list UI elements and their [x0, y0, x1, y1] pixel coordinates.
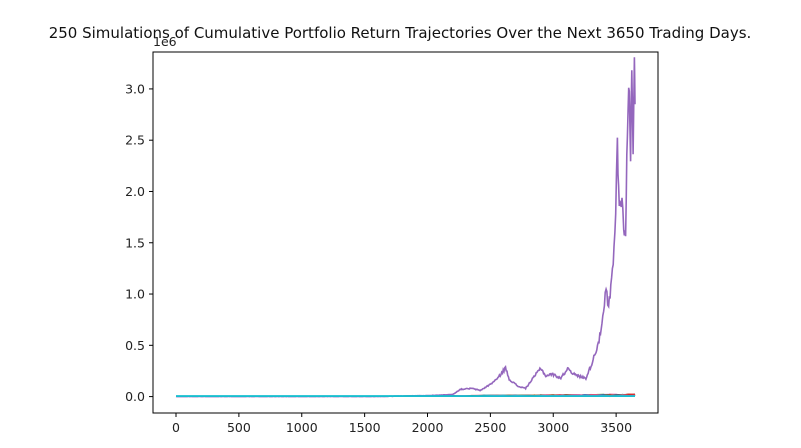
- x-tick-label: 3000: [537, 420, 569, 435]
- x-tick-label: 2500: [474, 420, 506, 435]
- highlight-simulation-line: [175, 57, 636, 398]
- x-tick-label: 1500: [349, 420, 381, 435]
- y-tick-label: 0.0: [125, 389, 145, 404]
- x-axis: 0 500 1000 1500 2000 2500 3000 3500: [172, 413, 632, 435]
- x-tick-label: 2000: [412, 420, 444, 435]
- chart-title: 250 Simulations of Cumulative Portfolio …: [49, 24, 752, 42]
- x-tick-label: 500: [227, 420, 251, 435]
- y-axis: 0.0 0.5 1.0 1.5 2.0 2.5 3.0: [125, 81, 153, 404]
- y-tick-label: 2.5: [125, 133, 145, 148]
- y-offset-text: 1e6: [153, 34, 177, 49]
- y-tick-label: 1.5: [125, 235, 145, 250]
- y-tick-label: 2.0: [125, 184, 145, 199]
- y-tick-label: 0.5: [125, 338, 145, 353]
- y-tick-label: 3.0: [125, 81, 145, 96]
- x-tick-label: 1000: [286, 420, 318, 435]
- series-layer: [175, 57, 636, 398]
- x-tick-label: 3500: [600, 420, 632, 435]
- plot-frame: [152, 51, 659, 414]
- x-tick-label: 0: [172, 420, 180, 435]
- y-tick-label: 1.0: [125, 287, 145, 302]
